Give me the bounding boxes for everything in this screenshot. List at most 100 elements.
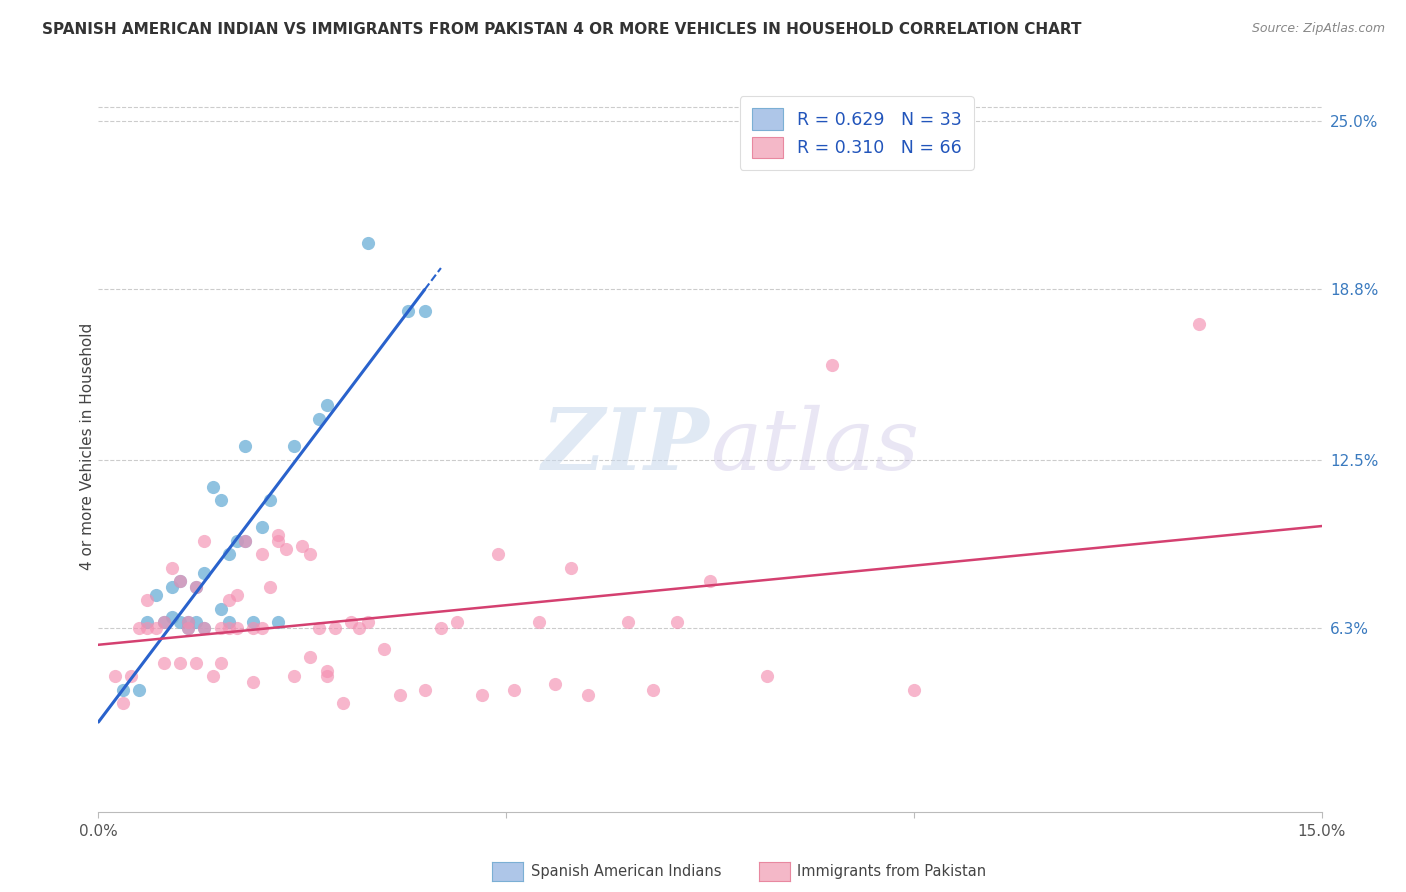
Point	[560, 561, 582, 575]
Point	[396, 303, 419, 318]
Text: Immigrants from Pakistan: Immigrants from Pakistan	[797, 864, 987, 879]
Point	[544, 677, 567, 691]
Point	[340, 615, 363, 629]
Point	[233, 533, 256, 548]
Point	[756, 669, 779, 683]
Point	[267, 533, 290, 548]
Point	[209, 493, 232, 508]
Point	[389, 688, 412, 702]
Point	[177, 620, 200, 634]
Point	[617, 615, 640, 629]
Y-axis label: 4 or more Vehicles in Household: 4 or more Vehicles in Household	[80, 322, 94, 570]
Point	[152, 615, 174, 629]
Point	[259, 493, 281, 508]
Text: ZIP: ZIP	[543, 404, 710, 488]
Point	[226, 588, 249, 602]
Point	[226, 620, 249, 634]
Point	[136, 615, 159, 629]
Point	[209, 620, 232, 634]
Point	[186, 580, 208, 594]
Point	[169, 574, 191, 589]
Point	[315, 398, 337, 412]
Point	[160, 561, 183, 575]
Point	[128, 620, 150, 634]
Text: Source: ZipAtlas.com: Source: ZipAtlas.com	[1251, 22, 1385, 36]
Point	[218, 547, 240, 561]
Point	[446, 615, 468, 629]
Point	[209, 601, 232, 615]
Text: Spanish American Indians: Spanish American Indians	[531, 864, 721, 879]
Point	[218, 593, 240, 607]
Point	[250, 520, 273, 534]
Point	[699, 574, 721, 589]
Point	[201, 669, 224, 683]
Point	[177, 620, 200, 634]
Point	[315, 664, 337, 678]
Point	[111, 682, 134, 697]
Point	[250, 547, 273, 561]
Point	[136, 593, 159, 607]
Point	[169, 615, 191, 629]
Point	[120, 669, 142, 683]
Point	[323, 620, 346, 634]
Point	[259, 580, 281, 594]
Point	[128, 682, 150, 697]
Point	[283, 439, 305, 453]
Point	[413, 303, 436, 318]
Point	[486, 547, 509, 561]
Point	[903, 682, 925, 697]
Point	[104, 669, 127, 683]
Point	[193, 533, 215, 548]
Point	[267, 528, 290, 542]
Point	[145, 588, 167, 602]
Point	[299, 650, 322, 665]
Point	[373, 642, 395, 657]
Point	[233, 439, 256, 453]
Point	[111, 697, 134, 711]
Point	[242, 615, 264, 629]
Point	[291, 539, 314, 553]
Point	[242, 620, 264, 634]
Point	[145, 620, 167, 634]
Point	[430, 620, 453, 634]
Point	[177, 615, 200, 629]
Point	[308, 620, 330, 634]
Point	[186, 615, 208, 629]
Point	[152, 656, 174, 670]
Point	[169, 574, 191, 589]
Point	[193, 620, 215, 634]
Point	[226, 533, 249, 548]
Point	[821, 358, 844, 372]
Point	[218, 620, 240, 634]
Point	[471, 688, 494, 702]
Point	[503, 682, 526, 697]
Point	[283, 669, 305, 683]
Point	[136, 620, 159, 634]
Text: SPANISH AMERICAN INDIAN VS IMMIGRANTS FROM PAKISTAN 4 OR MORE VEHICLES IN HOUSEH: SPANISH AMERICAN INDIAN VS IMMIGRANTS FR…	[42, 22, 1081, 37]
Point	[349, 620, 371, 634]
Point	[209, 656, 232, 670]
Point	[152, 615, 174, 629]
Point	[242, 674, 264, 689]
Point	[193, 566, 215, 581]
Point	[315, 669, 337, 683]
Point	[250, 620, 273, 634]
Point	[169, 656, 191, 670]
Point	[641, 682, 664, 697]
Point	[267, 615, 290, 629]
Point	[186, 656, 208, 670]
Point	[186, 580, 208, 594]
Point	[413, 682, 436, 697]
Point	[274, 541, 297, 556]
Point	[201, 480, 224, 494]
Point	[576, 688, 599, 702]
Point	[160, 580, 183, 594]
Point	[356, 615, 378, 629]
Point	[666, 615, 689, 629]
Point	[160, 609, 183, 624]
Point	[1188, 317, 1211, 331]
Point	[332, 697, 354, 711]
Text: atlas: atlas	[710, 405, 920, 487]
Legend: R = 0.629   N = 33, R = 0.310   N = 66: R = 0.629 N = 33, R = 0.310 N = 66	[740, 96, 974, 169]
Point	[527, 615, 550, 629]
